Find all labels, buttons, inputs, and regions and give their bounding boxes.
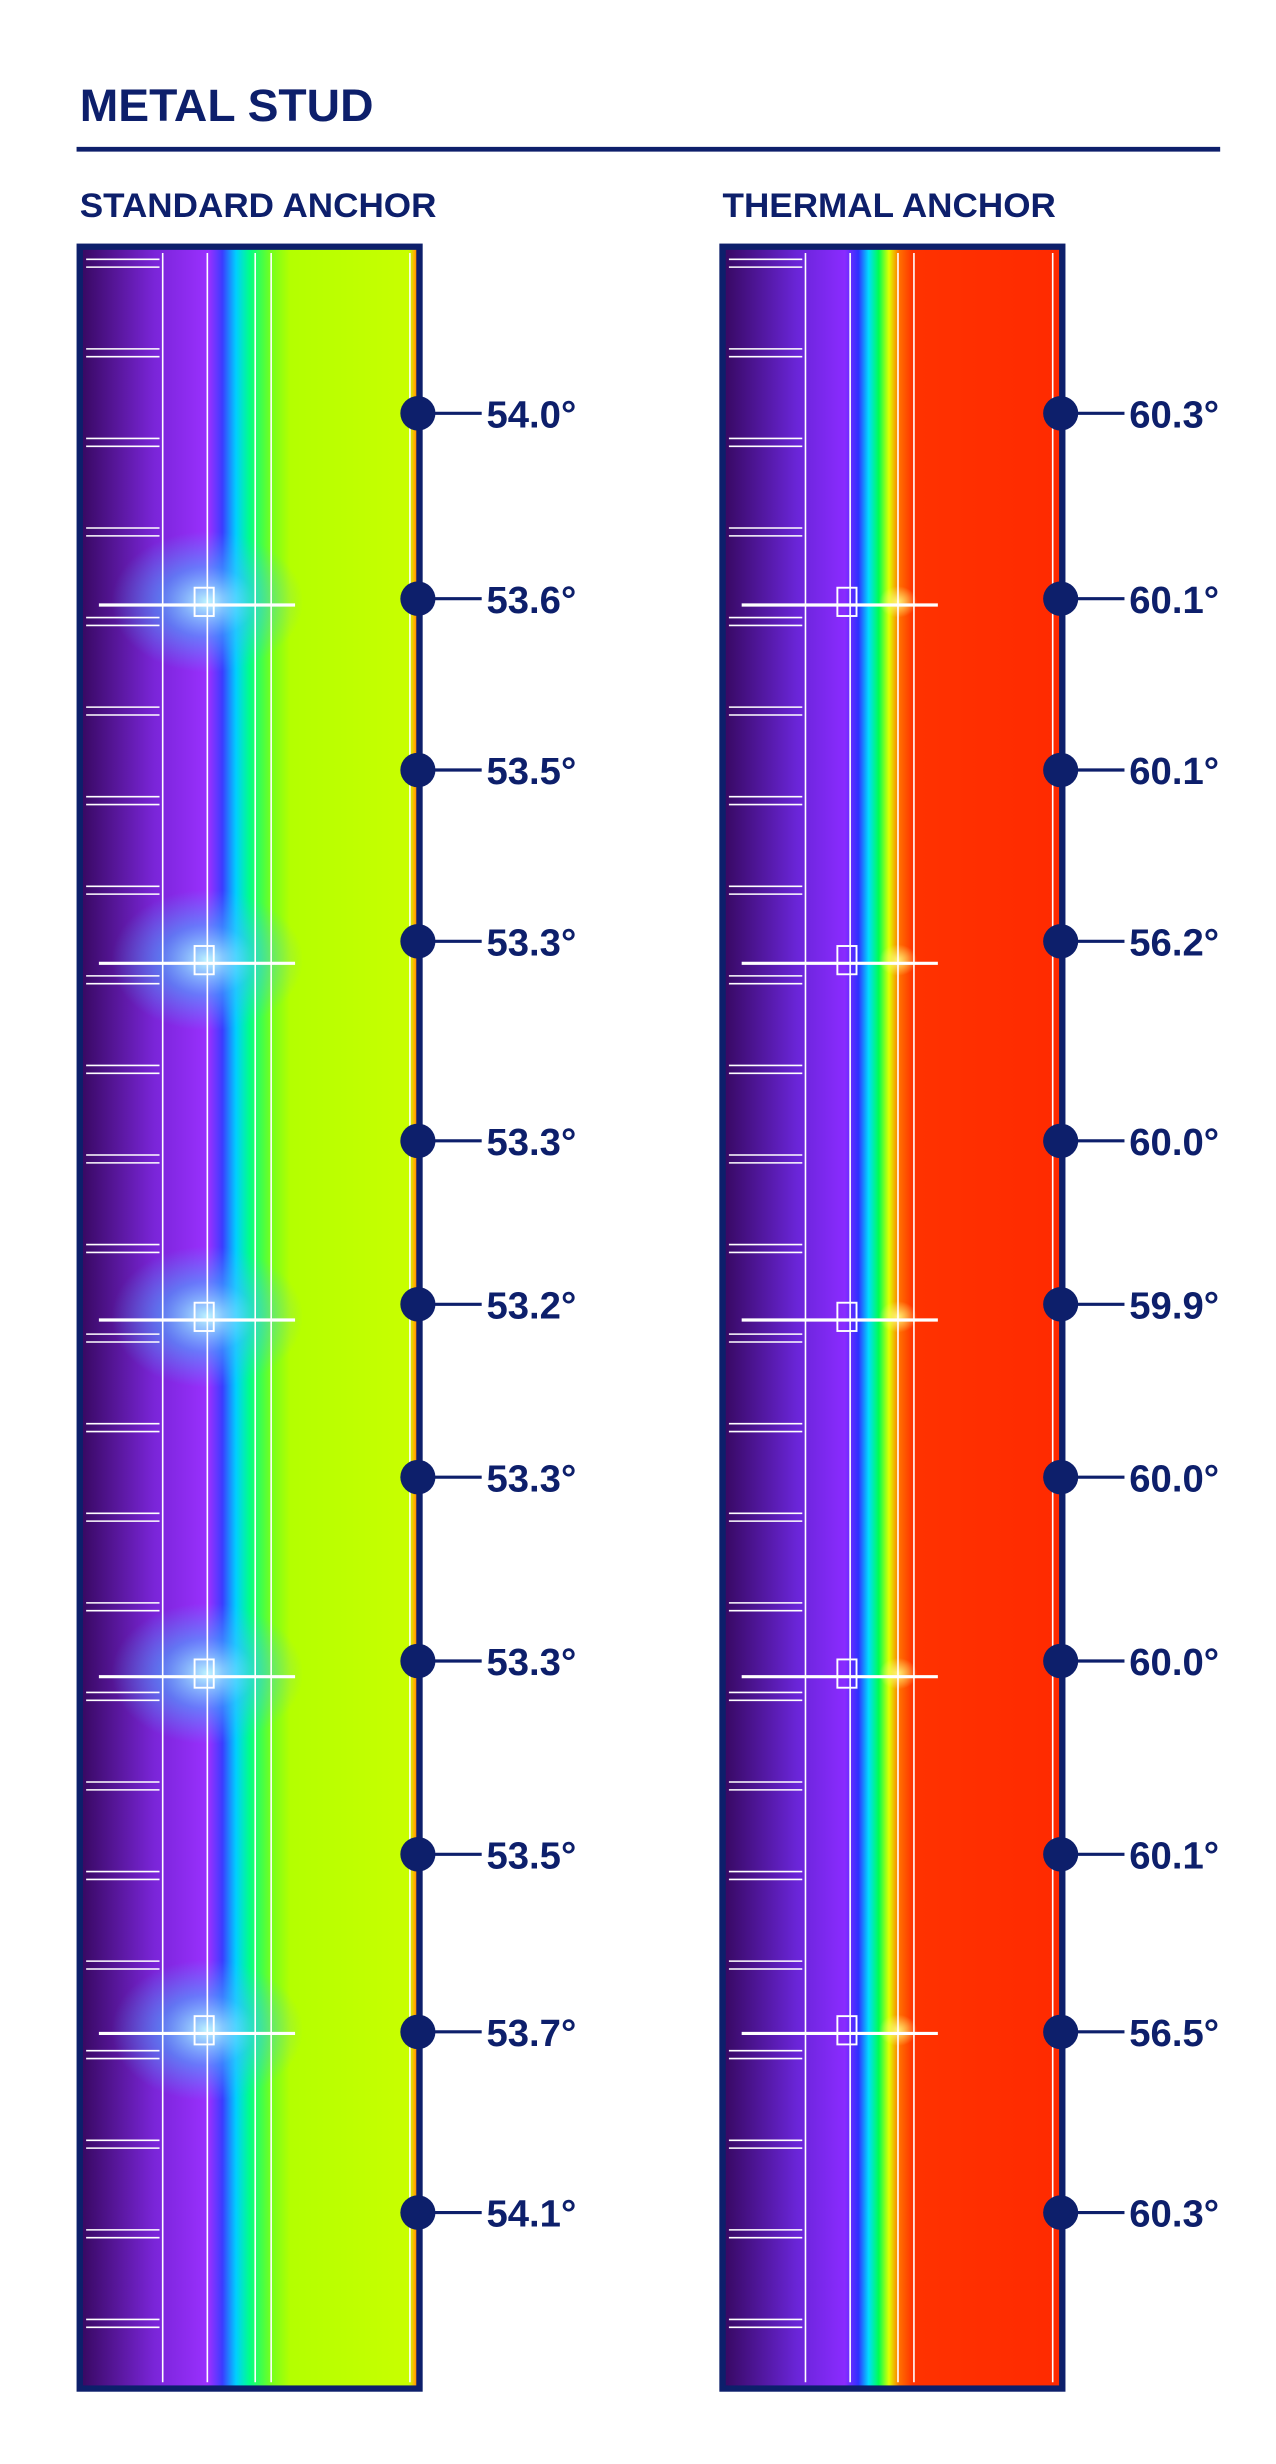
temperature-reading: 60.3° xyxy=(1129,2194,1219,2236)
anchor-plate xyxy=(836,586,858,617)
probe-dot xyxy=(400,2014,436,2050)
panel: THERMAL ANCHOR 60.3° 60.1° 60.1° 56.2° 60.0° 5… xyxy=(719,186,1219,2392)
probe-dot xyxy=(1043,1287,1079,1322)
probe-dot xyxy=(1043,752,1079,788)
panel-heading: THERMAL ANCHOR xyxy=(723,186,1056,225)
probe-dot xyxy=(1043,2014,1079,2050)
temperature-reading: 53.3° xyxy=(486,923,576,965)
anchor-plate xyxy=(836,2015,858,2046)
temperature-reading: 53.3° xyxy=(486,1122,576,1164)
probe-dot xyxy=(400,1837,436,1872)
probe-dot xyxy=(1043,1643,1079,1679)
temperature-reading: 56.5° xyxy=(1129,2013,1219,2055)
probe-dot xyxy=(400,2195,436,2230)
probe-dot xyxy=(400,396,436,431)
probe-dot xyxy=(400,752,436,788)
temperature-reading: 59.9° xyxy=(1129,1286,1219,1328)
anchor-plate xyxy=(836,1301,858,1332)
anchor-plate xyxy=(193,1658,215,1689)
temperature-reading: 56.2° xyxy=(1129,923,1219,965)
probe-dot xyxy=(1043,581,1079,616)
anchor-plate xyxy=(836,1658,858,1689)
temperature-reading: 54.0° xyxy=(486,395,576,437)
probe-dot xyxy=(1043,1459,1079,1495)
temperature-reading: 60.3° xyxy=(1129,395,1219,437)
probe-dot xyxy=(400,1287,436,1322)
probe-dot xyxy=(400,1643,436,1679)
temperature-reading: 53.3° xyxy=(486,1642,576,1684)
panels: STANDARD ANCHOR 54.0° 53.6° 53.5° 53.3° 53.3°… xyxy=(76,186,1219,2392)
temperature-reading: 60.0° xyxy=(1129,1459,1219,1501)
temperature-reading: 54.1° xyxy=(486,2194,576,2236)
panel: STANDARD ANCHOR 54.0° 53.6° 53.5° 53.3° 53.3°… xyxy=(76,186,576,2392)
temperature-reading: 60.1° xyxy=(1129,580,1219,622)
probe-dot xyxy=(1043,1837,1079,1872)
probe-dot xyxy=(400,924,436,959)
probe-dot xyxy=(1043,1123,1079,1159)
title: METAL STUD xyxy=(80,79,374,131)
probe-dot xyxy=(1043,2195,1079,2230)
temperature-reading: 60.1° xyxy=(1129,1836,1219,1878)
temperature-reading: 53.7° xyxy=(486,2013,576,2055)
anchor-plate xyxy=(193,586,215,617)
anchor-plate xyxy=(193,1301,215,1332)
panel-heading: STANDARD ANCHOR xyxy=(80,186,437,225)
temperature-reading: 53.5° xyxy=(486,751,576,793)
temperature-reading: 60.0° xyxy=(1129,1642,1219,1684)
temperature-reading: 53.6° xyxy=(486,580,576,622)
probe-dot xyxy=(1043,924,1079,959)
probe-dot xyxy=(400,581,436,616)
anchor-plate xyxy=(193,2015,215,2046)
temperature-reading: 60.0° xyxy=(1129,1122,1219,1164)
temperature-reading: 60.1° xyxy=(1129,751,1219,793)
probe-dot xyxy=(400,1459,436,1495)
anchor-plate xyxy=(836,945,858,976)
temperature-reading: 53.2° xyxy=(486,1286,576,1328)
probe-dot xyxy=(400,1123,436,1159)
temperature-reading: 53.3° xyxy=(486,1459,576,1501)
anchor-plate xyxy=(193,945,215,976)
temperature-reading: 53.5° xyxy=(486,1836,576,1878)
probe-dot xyxy=(1043,396,1079,431)
